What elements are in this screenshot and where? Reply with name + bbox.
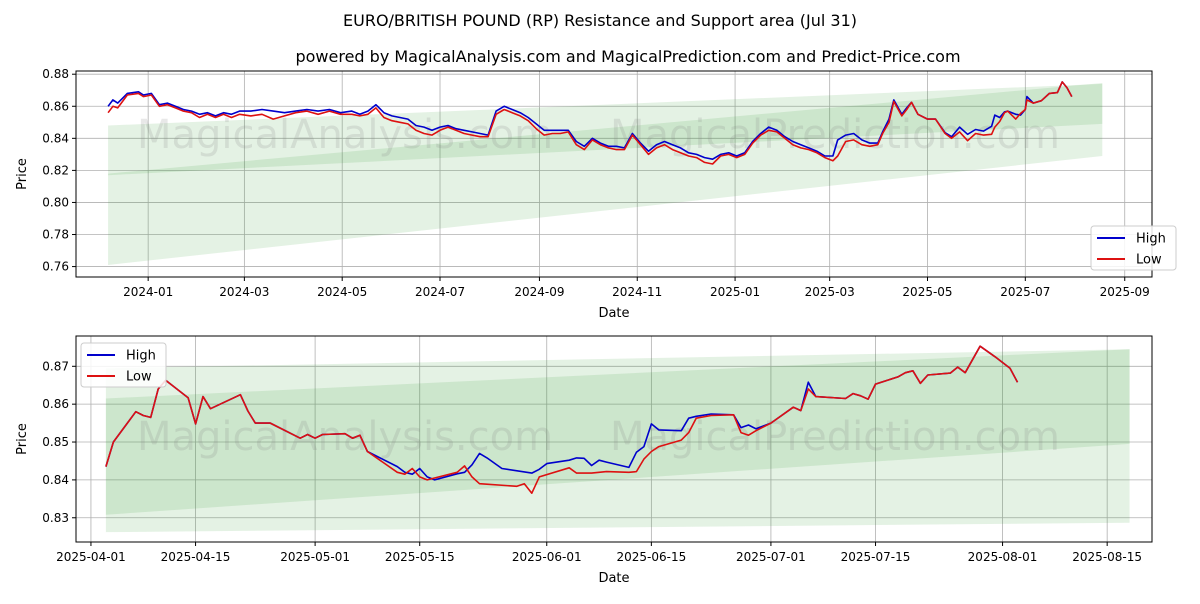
plot-area: MagicalAnalysis.com MagicalPrediction.com: [76, 71, 1152, 277]
y-tick-label: 0.76: [42, 260, 69, 274]
support-resistance-band-2: [105, 349, 1130, 515]
support-resistance-band-1: [108, 83, 1103, 265]
x-tick-label: 2024-07: [415, 285, 465, 299]
series-low-line: [105, 345, 1019, 494]
legend: High Low: [80, 342, 167, 388]
axes-frame: [75, 70, 1153, 278]
x-tick-label: 2025-08-01: [968, 550, 1038, 564]
legend-label-high: High: [1136, 232, 1166, 247]
top-chart-panel: MagicalAnalysis.com MagicalPrediction.com…: [15, 67, 1177, 321]
legend-label-low: Low: [126, 370, 152, 385]
x-tick-label: 2025-07: [1000, 285, 1050, 299]
x-tick-label: 2024-11: [612, 285, 662, 299]
chart-title: EURO/BRITISH POUND (RP) Resistance and S…: [343, 11, 857, 30]
watermark-text: MagicalPrediction.com: [610, 414, 1060, 460]
y-tick-label: 0.82: [42, 163, 69, 177]
y-tick-label: 0.80: [42, 195, 69, 209]
x-tick-label: 2025-06-01: [512, 550, 582, 564]
y-tick-label: 0.86: [42, 99, 69, 113]
watermark-text: MagicalAnalysis.com: [137, 112, 553, 158]
x-tick-label: 2025-03: [805, 285, 855, 299]
x-tick-label: 2025-07-01: [736, 550, 806, 564]
y-tick-label: 0.87: [42, 359, 69, 373]
x-tick-label: 2024-03: [219, 285, 269, 299]
plot-area: MagicalAnalysis.com MagicalPrediction.com: [76, 336, 1152, 542]
x-tick-label: 2025-05-15: [385, 550, 455, 564]
x-tick-label: 2025-05-01: [280, 550, 350, 564]
chart-subtitle: powered by MagicalAnalysis.com and Magic…: [295, 47, 960, 66]
x-tick-label: 2024-05: [317, 285, 367, 299]
series-low-line: [107, 81, 1073, 165]
y-tick-label: 0.83: [42, 511, 69, 525]
legend-label-high: High: [126, 349, 156, 364]
support-resistance-band-2: [108, 83, 1103, 176]
x-tick-label: 2025-04-15: [161, 550, 231, 564]
x-tick-label: 2024-09: [514, 285, 564, 299]
legend: High Low: [1090, 225, 1177, 271]
y-tick-label: 0.84: [42, 473, 69, 487]
axes-frame: [75, 335, 1153, 543]
x-tick-label: 2025-05: [902, 285, 952, 299]
x-tick-label: 2025-04-01: [56, 550, 126, 564]
x-tick-label: 2025-06-15: [616, 550, 686, 564]
watermark-text: MagicalAnalysis.com: [137, 414, 553, 460]
x-tick-label: 2025-07-15: [841, 550, 911, 564]
legend-label-low: Low: [1136, 253, 1162, 268]
support-resistance-band-1: [105, 349, 1130, 533]
x-axis-label: Date: [598, 571, 629, 586]
x-tick-label: 2025-09: [1100, 285, 1150, 299]
y-tick-label: 0.85: [42, 435, 69, 449]
y-axis-label: Price: [15, 423, 30, 455]
x-tick-label: 2024-01: [123, 285, 173, 299]
bottom-chart-panel: MagicalAnalysis.com MagicalPrediction.com…: [15, 335, 1153, 586]
y-axis-label: Price: [15, 158, 30, 190]
y-tick-label: 0.78: [42, 228, 69, 242]
x-axis-label: Date: [598, 306, 629, 321]
x-tick-label: 2025-08-15: [1072, 550, 1142, 564]
x-tick-label: 2025-01: [710, 285, 760, 299]
y-tick-label: 0.86: [42, 397, 69, 411]
y-tick-label: 0.84: [42, 131, 69, 145]
y-tick-label: 0.88: [42, 67, 69, 81]
